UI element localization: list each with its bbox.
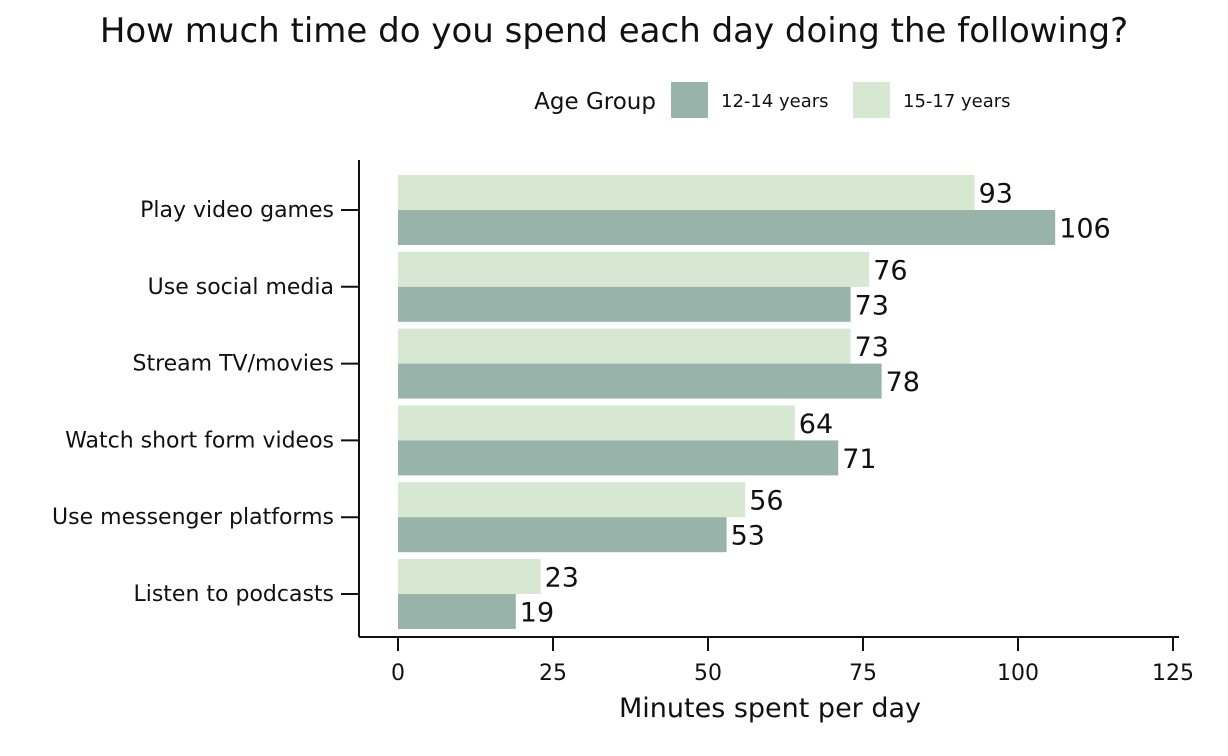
x-tick-label-125: 125	[1152, 661, 1194, 686]
value-label-12-14-years-use-messenger-platforms: 53	[731, 521, 765, 552]
value-label-15-17-years-use-messenger-platforms: 56	[749, 486, 783, 517]
legend: Age Group 12-14 years 15-17 years	[534, 82, 1011, 118]
legend-swatch-15-17	[853, 82, 890, 118]
bar-15-17-years-use-messenger-platforms	[398, 482, 746, 518]
y-tick-label-listen-to-podcasts: Listen to podcasts	[133, 582, 334, 607]
bar-12-14-years-use-messenger-platforms	[398, 517, 727, 553]
chart-title: How much time do you spend each day doin…	[100, 11, 1128, 51]
value-label-15-17-years-stream-tv-movies: 73	[855, 332, 889, 363]
value-label-15-17-years-listen-to-podcasts: 23	[545, 563, 579, 594]
value-label-12-14-years-play-video-games: 106	[1059, 214, 1111, 245]
x-tick-label-25: 25	[539, 661, 567, 686]
legend-label-12-14: 12-14 years	[721, 91, 829, 112]
x-tick-label-50: 50	[694, 661, 722, 686]
value-label-12-14-years-watch-short-form-videos: 71	[842, 444, 876, 475]
bar-15-17-years-listen-to-podcasts	[398, 559, 541, 594]
bar-15-17-years-stream-tv-movies	[398, 328, 851, 364]
legend-label-15-17: 15-17 years	[903, 91, 1011, 112]
y-tick-label-watch-short-form-videos: Watch short form videos	[65, 428, 334, 453]
bar-15-17-years-watch-short-form-videos	[398, 405, 795, 441]
value-label-12-14-years-listen-to-podcasts: 19	[520, 598, 554, 629]
bar-12-14-years-play-video-games	[398, 210, 1056, 245]
legend-swatch-12-14	[671, 82, 708, 118]
legend-title: Age Group	[534, 89, 656, 115]
x-tick-label-100: 100	[997, 661, 1039, 686]
plot-area: 93 106 76 73 73 78 64 71 56 53 23 19 Play video gam…	[52, 160, 1194, 686]
value-label-12-14-years-stream-tv-movies: 78	[886, 367, 920, 398]
y-axis-labels: Play video games Use social media Stream T…	[52, 198, 359, 607]
value-label-12-14-years-use-social-media: 73	[855, 290, 889, 321]
x-axis-ticks: 0 25 50 75 100 125	[391, 637, 1194, 686]
y-tick-label-play-video-games: Play video games	[140, 198, 334, 223]
bar-15-17-years-use-social-media	[398, 251, 870, 287]
bar-12-14-years-use-social-media	[398, 286, 851, 322]
x-axis-label: Minutes spent per day	[619, 693, 921, 724]
bar-12-14-years-stream-tv-movies	[398, 363, 882, 399]
value-label-15-17-years-use-social-media: 76	[873, 255, 907, 286]
bar-15-17-years-play-video-games	[398, 175, 975, 210]
y-tick-label-stream-tv-movies: Stream TV/movies	[132, 352, 334, 377]
bar-12-14-years-listen-to-podcasts	[398, 594, 516, 629]
value-label-15-17-years-play-video-games: 93	[979, 179, 1013, 210]
y-tick-label-use-messenger-platforms: Use messenger platforms	[52, 505, 334, 530]
bars-layer: 93 106 76 73 73 78 64 71 56 53 23 19	[398, 175, 1111, 629]
bar-12-14-years-watch-short-form-videos	[398, 440, 839, 476]
value-label-15-17-years-watch-short-form-videos: 64	[799, 409, 833, 440]
x-tick-label-75: 75	[849, 661, 877, 686]
x-tick-label-0: 0	[391, 661, 405, 686]
y-tick-label-use-social-media: Use social media	[148, 275, 334, 300]
